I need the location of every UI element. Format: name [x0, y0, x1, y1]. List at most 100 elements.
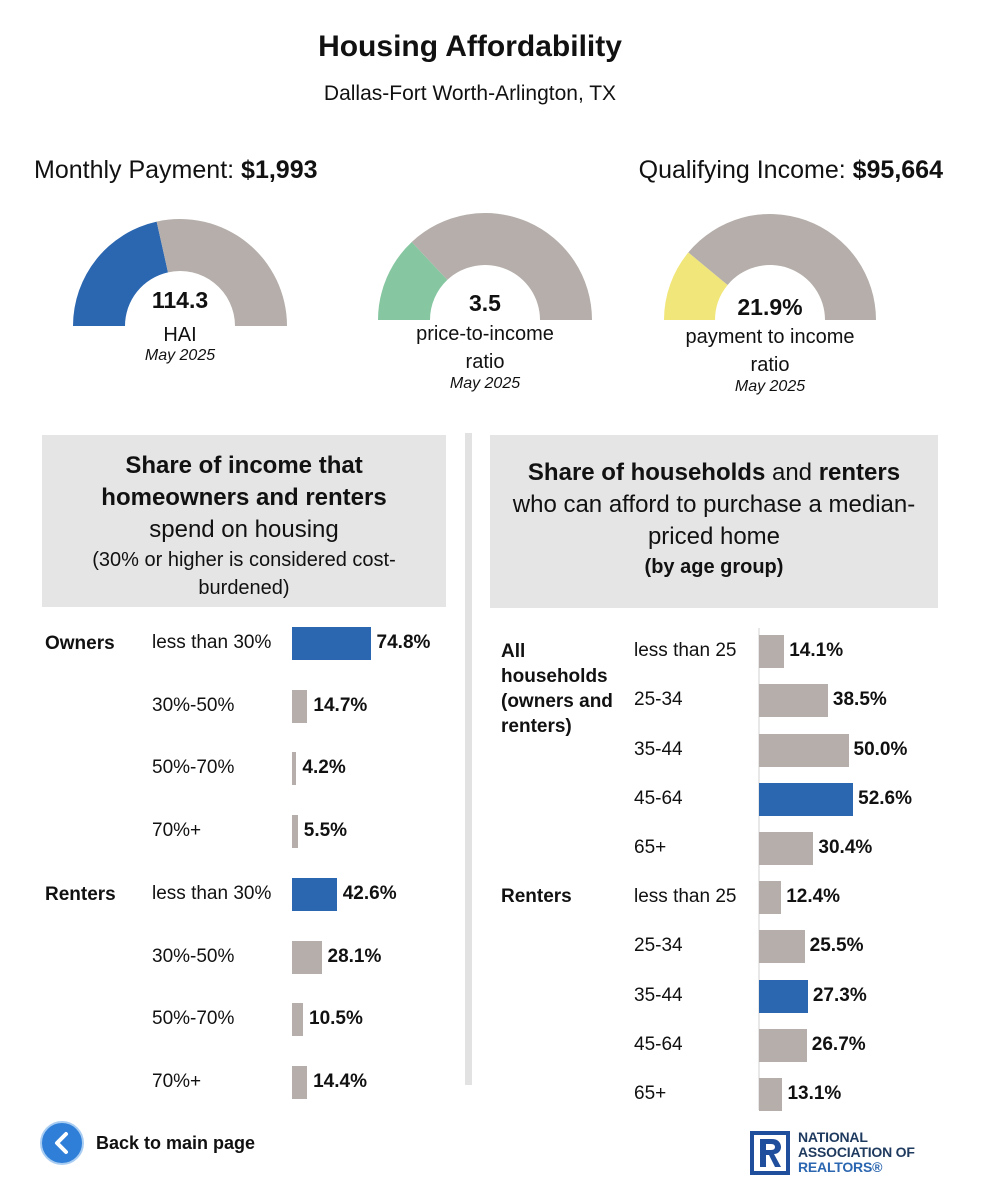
qualifying-income-value: $95,664: [852, 156, 943, 184]
category-label: less than 30%: [152, 882, 272, 904]
hai-gauge-remainder: [156, 219, 287, 326]
category-label: 25-34: [634, 935, 683, 957]
price-to-income-gauge-remainder: [411, 213, 592, 320]
monthly-payment-label: Monthly Payment:: [34, 156, 235, 184]
bar: [759, 832, 814, 866]
bar: [292, 940, 322, 974]
bar: [292, 1003, 304, 1037]
back-arrow-icon[interactable]: [40, 1121, 84, 1165]
category-label: less than 30%: [152, 632, 272, 653]
payment-to-income-gauge-fill: [664, 252, 728, 320]
bar: [292, 689, 308, 723]
income-share-heading: Share of income that homeowners and rent…: [42, 435, 446, 607]
price-to-income-gauge-value: 3.5: [469, 290, 501, 316]
bar: [759, 1078, 783, 1112]
category-label: 30%-50%: [152, 945, 235, 967]
income-share-heading-regular: spend on housing: [149, 516, 339, 543]
category-label: less than 25: [634, 886, 737, 907]
bar: [292, 752, 297, 786]
price-to-income-gauge-fill: [378, 242, 448, 320]
nar-logo-text: NATIONAL ASSOCIATION OF REALTORS®: [798, 1130, 915, 1175]
bar: [759, 635, 785, 668]
category-label: 50%-70%: [152, 1008, 235, 1030]
bar: [759, 733, 849, 767]
payment-to-income-gauge-arc: [664, 214, 876, 320]
bar-value-label: 14.1%: [789, 640, 844, 661]
bar-value-label: 12.4%: [786, 886, 841, 907]
hai-gauge: 114.3 HAI May 2025: [70, 215, 290, 375]
category-label: 65+: [634, 1083, 667, 1105]
category-label: 35-44: [634, 984, 683, 1006]
price-to-income-gauge-arc: [378, 213, 592, 320]
payment-to-income-gauge-label: payment to income ratio: [685, 326, 855, 376]
bar-value-label: 28.1%: [327, 945, 382, 967]
bar-value-label: 14.4%: [313, 1070, 367, 1092]
bar-value-label: 13.1%: [787, 1083, 842, 1105]
chart-axis-line: [758, 628, 760, 1110]
group-label-owners: Owners: [45, 633, 115, 654]
price-to-income-gauge-date: May 2025: [449, 375, 521, 392]
hai-gauge-date: May 2025: [144, 347, 216, 364]
category-label: 35-44: [634, 738, 683, 760]
category-label: 25-34: [634, 689, 683, 711]
hai-gauge-value: 114.3: [151, 287, 209, 313]
category-label: 70%+: [152, 820, 202, 842]
group-label-renters: Renters: [501, 886, 572, 907]
category-label: 45-64: [634, 1033, 683, 1055]
bar: [292, 1065, 308, 1099]
afford-share-heading: Share of households and renters who can …: [490, 435, 938, 608]
price-to-income-gauge-label: price-to-income ratio: [416, 323, 554, 373]
category-label: less than 25: [634, 640, 737, 661]
afford-heading-reg1: and: [771, 459, 813, 486]
price-to-income-gauge: 3.5 price-to-income ratio May 2025: [376, 212, 594, 402]
page-subtitle: Dallas-Fort Worth-Arlington, TX: [323, 82, 617, 105]
monthly-payment-value: $1,993: [241, 156, 318, 184]
afford-heading-sub: (by age group): [644, 556, 784, 578]
payment-to-income-gauge-remainder: [688, 214, 876, 320]
afford-heading-bold2: renters: [818, 459, 901, 486]
afford-share-heading-text: Share of households and renters who can …: [490, 457, 938, 553]
qualifying-income-kpi: Qualifying Income: $95,664: [639, 156, 943, 185]
bar-value-label: 14.7%: [313, 694, 368, 716]
back-to-main-link[interactable]: Back to main page: [40, 1121, 255, 1165]
bar-value-label: 25.5%: [809, 935, 864, 957]
payment-to-income-gauge: 21.9% payment to income ratio May 2025: [662, 212, 878, 402]
bar: [292, 627, 371, 660]
category-label: 30%-50%: [152, 694, 235, 716]
bar-value-label: 42.6%: [342, 882, 397, 904]
bar-value-label: 5.5%: [303, 820, 348, 842]
bar: [759, 1028, 807, 1062]
bar-value-label: 26.7%: [811, 1033, 866, 1055]
realtor-r-logo-icon: [750, 1130, 790, 1175]
payment-to-income-gauge-value: 21.9%: [737, 294, 803, 320]
bar: [759, 881, 782, 914]
bar: [759, 684, 828, 718]
category-label: 45-64: [634, 787, 683, 809]
qualifying-income-label: Qualifying Income:: [638, 156, 846, 184]
bar-value-label: 4.2%: [302, 757, 346, 779]
bar: [759, 979, 808, 1013]
category-label: 50%-70%: [152, 757, 235, 779]
bar-value-label: 52.6%: [858, 787, 913, 809]
bar-value-label: 74.8%: [376, 632, 431, 653]
income-share-heading-note: (30% or higher is considered cost-burden…: [92, 549, 396, 599]
hai-gauge-arc: [73, 219, 287, 326]
afford-heading-reg2: who can afford to purchase a median-pric…: [512, 491, 916, 550]
nar-logo-line1: NATIONAL: [798, 1129, 868, 1145]
category-label: 70%+: [152, 1070, 202, 1092]
nar-logo-line3: REALTORS®: [798, 1159, 883, 1175]
bar: [292, 877, 337, 911]
group-label-renters: Renters: [45, 883, 116, 905]
panel-divider: [465, 433, 472, 1085]
back-to-main-label[interactable]: Back to main page: [96, 1132, 256, 1153]
bar-value-label: 38.5%: [832, 689, 887, 711]
nar-logo-line2: ASSOCIATION OF: [798, 1144, 915, 1160]
page-title: Housing Affordability: [318, 30, 622, 63]
monthly-payment-kpi: Monthly Payment: $1,993: [34, 156, 318, 185]
hai-gauge-fill: [73, 221, 169, 326]
nar-logo: NATIONAL ASSOCIATION OF REALTORS®: [750, 1130, 915, 1175]
bar-value-label: 27.3%: [812, 984, 867, 1006]
hai-gauge-label: HAI: [163, 324, 197, 346]
bar-value-label: 10.5%: [309, 1008, 363, 1030]
income-share-heading-bold: Share of income that homeowners and rent…: [101, 452, 387, 511]
